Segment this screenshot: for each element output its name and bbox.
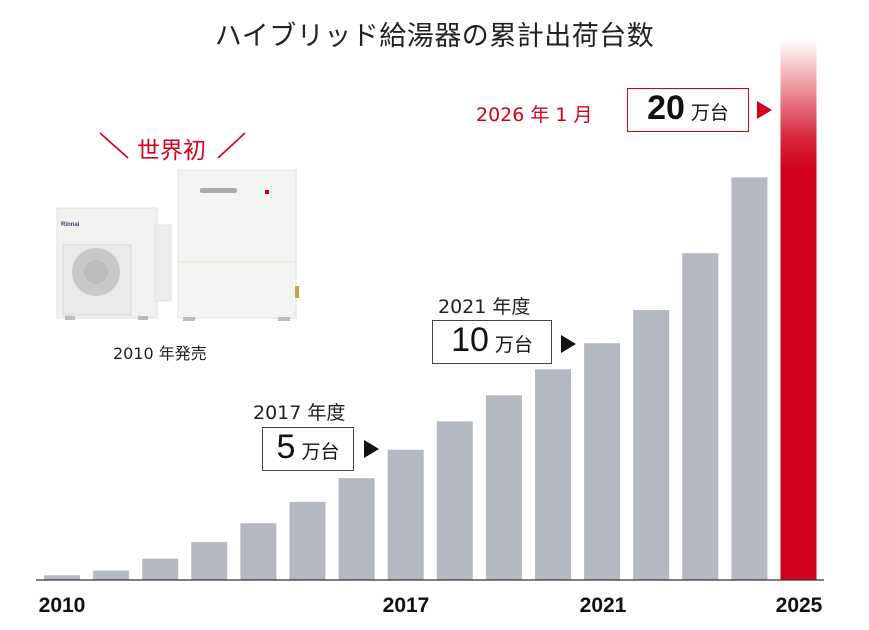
tank-unit [177, 169, 299, 321]
bar-2024 [731, 177, 768, 581]
annotation-2021-label: 2021 年度 [438, 296, 531, 318]
badge-slash-right [217, 132, 246, 159]
annotation-2026-unit: 万台 [690, 102, 729, 124]
annotation-2017-value: 5 [276, 428, 296, 466]
bar-2018 [436, 421, 473, 580]
triangle-arrow-icon [757, 101, 772, 119]
annotation-2021-box: 10 万台 [432, 320, 552, 364]
bar-2021 [584, 343, 621, 580]
annotation-2026-box: 20 万台 [627, 88, 749, 132]
annotation-2026-label: 2026 年 1 月 [476, 104, 593, 126]
bar-2013 [191, 542, 228, 580]
bar-2019 [485, 395, 522, 580]
bar-2023 [682, 253, 719, 580]
brand-logo: Rinnai [61, 222, 80, 228]
product-caption: 2010 年発売 [113, 344, 207, 363]
product-image [56, 132, 299, 321]
bar-2020 [535, 369, 571, 580]
annotation-2021-value: 10 [451, 321, 489, 359]
x-tick-2025: 2025 [775, 594, 823, 617]
annotation-2026-value: 20 [647, 89, 685, 127]
x-tick-2021: 2021 [579, 594, 627, 617]
bar-2016 [338, 478, 375, 580]
outdoor-unit [56, 207, 172, 320]
annotation-2017-unit: 万台 [301, 441, 340, 463]
chart-title: ハイブリッド給湯器の累計出荷台数 [214, 21, 655, 52]
x-tick-2017: 2017 [382, 594, 430, 617]
bar-2010 [44, 575, 80, 580]
bar-2017 [387, 449, 424, 580]
bar-2012 [142, 558, 179, 580]
x-tick-2010: 2010 [38, 594, 86, 617]
bar-2015 [289, 501, 326, 580]
triangle-arrow-icon [364, 440, 379, 458]
bar-2022 [633, 310, 670, 580]
annotation-2021-unit: 万台 [494, 334, 533, 356]
bar-2025 [780, 40, 817, 580]
badge-slash-left [99, 132, 129, 159]
triangle-arrow-icon [561, 335, 576, 353]
bar-2011 [93, 570, 130, 580]
annotation-2017-label: 2017 年度 [253, 402, 346, 424]
annotation-2017-box: 5 万台 [262, 427, 354, 471]
bar-2014 [240, 523, 277, 580]
world-first-badge: 世界初 [137, 138, 206, 164]
